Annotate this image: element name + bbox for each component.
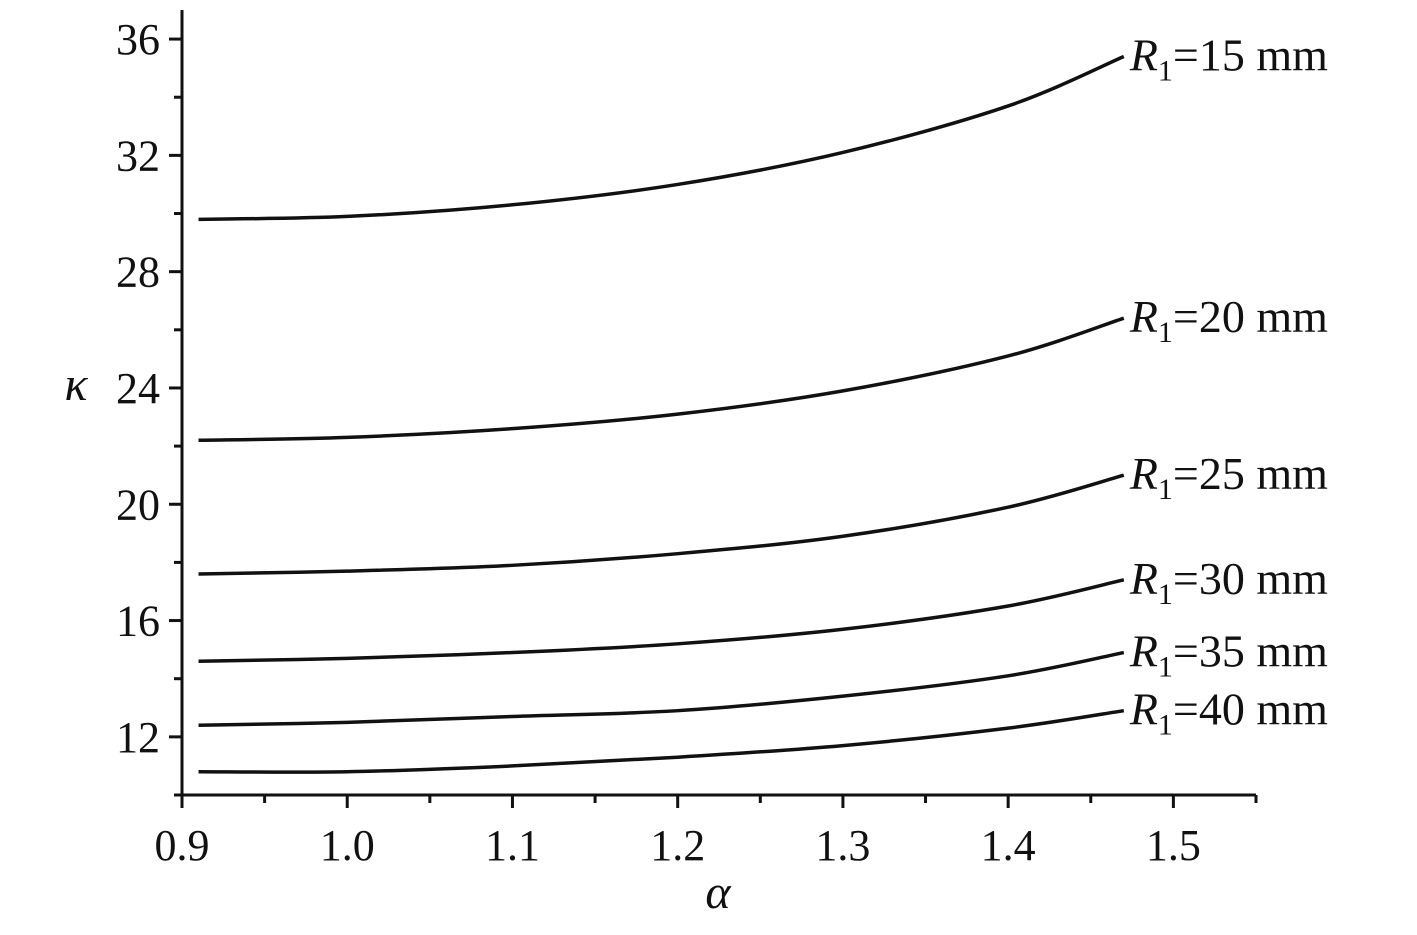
x-axis-label: α	[705, 866, 731, 919]
series-line	[198, 316, 1125, 443]
x-tick-label: 0.9	[155, 821, 210, 870]
y-tick-label: 32	[116, 131, 160, 180]
series-lines	[198, 54, 1125, 774]
y-tick-label: 24	[116, 364, 160, 413]
series-label: R1=25 mm	[1129, 448, 1328, 506]
x-tick-label: 1.5	[1146, 821, 1201, 870]
series-labels: R1=15 mm R1=20 mm R1=25 mm R1=30 mm R1=35 mm…	[1129, 30, 1328, 742]
series-line	[198, 708, 1125, 774]
x-tick-label: 1.0	[320, 821, 375, 870]
x-tick-label: 1.3	[815, 821, 870, 870]
series-label: R1=30 mm	[1129, 553, 1328, 611]
x-tick-label: 1.2	[650, 821, 705, 870]
series-label: R1=35 mm	[1129, 626, 1328, 684]
x-tick-label: 1.1	[485, 821, 540, 870]
y-tick-label: 12	[116, 713, 160, 762]
series-line	[198, 473, 1125, 576]
x-tick-label: 1.4	[981, 821, 1036, 870]
series-label: R1=15 mm	[1129, 30, 1328, 88]
y-tick-label: 36	[116, 15, 160, 64]
y-tick-label: 16	[116, 597, 160, 646]
series-label: R1=20 mm	[1129, 291, 1328, 349]
y-axis-label: κ	[64, 358, 88, 411]
y-tick-label: 28	[116, 248, 160, 297]
series-line	[198, 578, 1125, 664]
series-line	[198, 650, 1125, 727]
series-label: R1=40 mm	[1129, 684, 1328, 742]
axes: 0.9 1.0 1.1 1.2 1.3 1.4 1.5 12 16 20 24 28 32 36	[116, 10, 1258, 870]
y-tick-label: 20	[116, 480, 160, 529]
series-line	[198, 54, 1125, 222]
